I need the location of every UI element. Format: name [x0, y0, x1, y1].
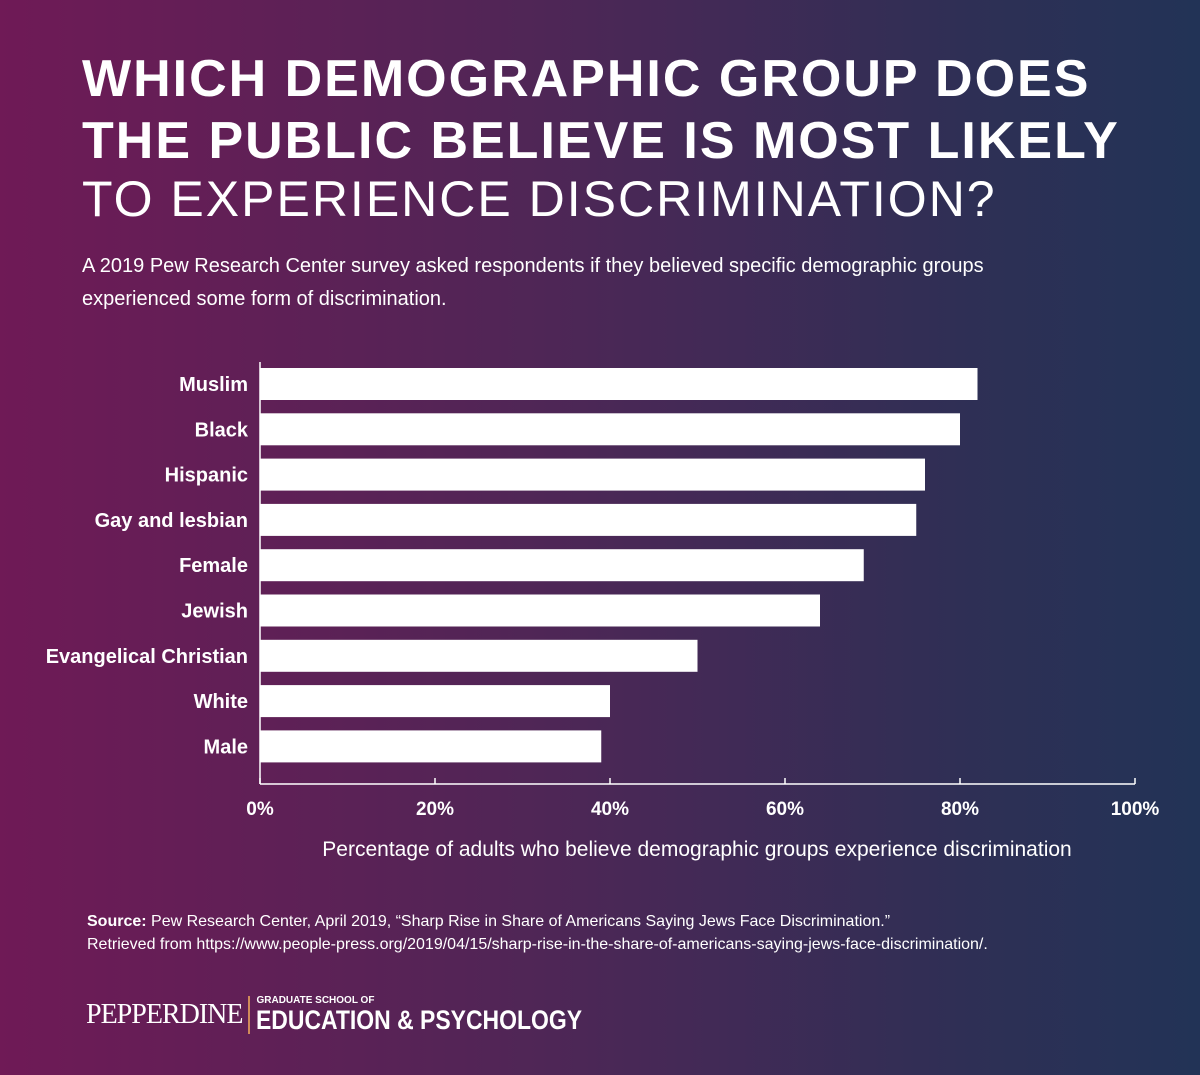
title-bold: WHICH DEMOGRAPHIC GROUP DOES THE PUBLIC B… — [82, 48, 1120, 172]
x-axis-label: Percentage of adults who believe demogra… — [322, 838, 1071, 861]
source-label: Source: — [87, 913, 147, 930]
logo-divider — [248, 995, 251, 1034]
bar-gay-and-lesbian — [260, 503, 917, 536]
category-label: White — [194, 691, 248, 713]
source-text: Pew Research Center, April 2019, “Sharp … — [146, 913, 891, 930]
bar-evangelical-christian — [260, 639, 698, 672]
bar-black — [260, 413, 960, 446]
title-light: TO EXPERIENCE DISCRIMINATION? — [82, 171, 997, 227]
bar-female — [260, 549, 864, 582]
logo-wordmark: PEPPERDINE — [86, 998, 243, 1030]
logo-school-small: GRADUATE SCHOOL OF — [256, 995, 375, 1006]
bar-muslim — [260, 368, 978, 400]
category-label: Jewish — [181, 601, 248, 623]
category-label: Male — [204, 736, 248, 758]
category-label: Hispanic — [165, 465, 248, 487]
x-tick-label: 60% — [766, 799, 804, 820]
pepperdine-logo: PEPPERDINE GRADUATE SCHOOL OF EDUCATION &… — [86, 995, 640, 1034]
category-label: Muslim — [179, 374, 248, 396]
bar-white — [260, 685, 610, 718]
logo-school-big: EDUCATION & PSYCHOLOGY — [256, 1005, 583, 1035]
category-label: Evangelical Christian — [46, 646, 248, 668]
title-line-1: WHICH DEMOGRAPHIC GROUP DOES — [82, 50, 1091, 108]
title-line-2: THE PUBLIC BELIEVE IS MOST LIKELY — [82, 112, 1120, 170]
bar-hispanic — [260, 458, 925, 491]
source-note: Source: Pew Research Center, April 2019,… — [87, 910, 988, 956]
x-tick-label: 100% — [1111, 799, 1160, 820]
bar-jewish — [260, 594, 820, 627]
category-label: Female — [179, 555, 248, 577]
x-tick-label: 80% — [941, 799, 979, 820]
source-url: Retrieved from https://www.people-press.… — [87, 936, 988, 953]
category-label: Gay and lesbian — [95, 510, 248, 532]
x-tick-label: 20% — [416, 799, 454, 820]
x-tick-label: 0% — [246, 799, 274, 820]
bar-male — [260, 730, 602, 763]
bar-chart: Muslim Black Hispanic Gay and lesbian Female… — [0, 0, 1200, 880]
category-label: Black — [195, 419, 249, 441]
subtitle: A 2019 Pew Research Center survey asked … — [82, 255, 984, 310]
x-tick-label: 40% — [591, 799, 629, 820]
